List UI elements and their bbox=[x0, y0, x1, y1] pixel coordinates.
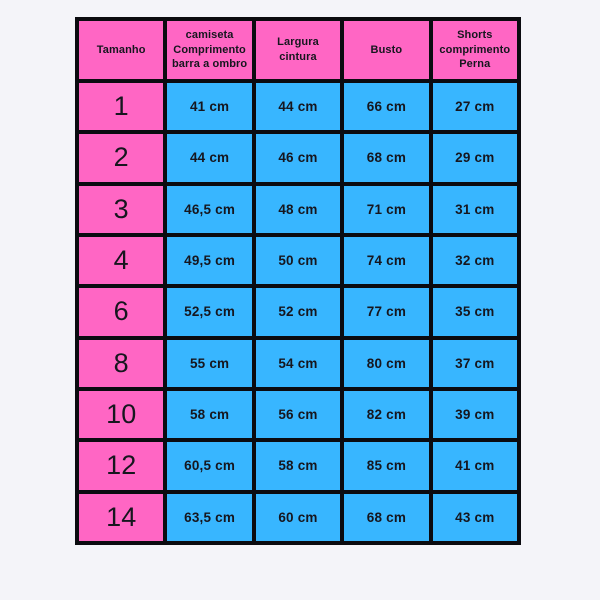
size-cell: 3 bbox=[79, 185, 164, 233]
measurement-cell: 37 cm bbox=[432, 339, 517, 387]
measurement-cell: 58 cm bbox=[255, 442, 341, 490]
measurement-cell: 82 cm bbox=[344, 390, 429, 439]
column-header-shorts: Shorts comprimento Perna bbox=[432, 21, 517, 79]
column-header-largura: Largura cintura bbox=[255, 21, 341, 79]
size-cell: 4 bbox=[79, 236, 164, 285]
measurement-cell: 60,5 cm bbox=[167, 442, 252, 490]
measurement-cell: 41 cm bbox=[432, 442, 517, 490]
measurement-cell: 31 cm bbox=[432, 185, 517, 233]
measurement-cell: 39 cm bbox=[432, 390, 517, 439]
measurement-cell: 77 cm bbox=[344, 288, 429, 336]
measurement-cell: 68 cm bbox=[344, 493, 429, 541]
size-cell: 10 bbox=[79, 390, 164, 439]
measurement-cell: 49,5 cm bbox=[167, 236, 252, 285]
measurement-cell: 60 cm bbox=[255, 493, 341, 541]
size-cell: 6 bbox=[79, 288, 164, 336]
column-header-tamanho: Tamanho bbox=[79, 21, 164, 79]
measurement-cell: 71 cm bbox=[344, 185, 429, 233]
measurement-cell: 46,5 cm bbox=[167, 185, 252, 233]
measurement-cell: 66 cm bbox=[344, 83, 429, 131]
measurement-cell: 80 cm bbox=[344, 339, 429, 387]
size-cell: 14 bbox=[79, 493, 164, 541]
column-header-camiseta: camiseta Comprimento barra a ombro bbox=[167, 21, 252, 79]
measurement-cell: 44 cm bbox=[255, 83, 341, 131]
measurement-cell: 74 cm bbox=[344, 236, 429, 285]
measurement-cell: 46 cm bbox=[255, 134, 341, 182]
size-cell: 8 bbox=[79, 339, 164, 387]
measurement-cell: 29 cm bbox=[432, 134, 517, 182]
measurement-cell: 58 cm bbox=[167, 390, 252, 439]
measurement-cell: 85 cm bbox=[344, 442, 429, 490]
measurement-cell: 44 cm bbox=[167, 134, 252, 182]
measurement-cell: 63,5 cm bbox=[167, 493, 252, 541]
measurement-cell: 48 cm bbox=[255, 185, 341, 233]
measurement-cell: 50 cm bbox=[255, 236, 341, 285]
measurement-cell: 54 cm bbox=[255, 339, 341, 387]
size-chart-table: Tamanho camiseta Comprimento barra a omb… bbox=[75, 17, 521, 545]
measurement-cell: 41 cm bbox=[167, 83, 252, 131]
measurement-cell: 56 cm bbox=[255, 390, 341, 439]
size-cell: 12 bbox=[79, 442, 164, 490]
measurement-cell: 27 cm bbox=[432, 83, 517, 131]
measurement-cell: 52,5 cm bbox=[167, 288, 252, 336]
measurement-cell: 68 cm bbox=[344, 134, 429, 182]
column-header-busto: Busto bbox=[344, 21, 429, 79]
measurement-cell: 55 cm bbox=[167, 339, 252, 387]
size-cell: 2 bbox=[79, 134, 164, 182]
measurement-cell: 52 cm bbox=[255, 288, 341, 336]
size-cell: 1 bbox=[79, 83, 164, 131]
measurement-cell: 32 cm bbox=[432, 236, 517, 285]
measurement-cell: 35 cm bbox=[432, 288, 517, 336]
measurement-cell: 43 cm bbox=[432, 493, 517, 541]
